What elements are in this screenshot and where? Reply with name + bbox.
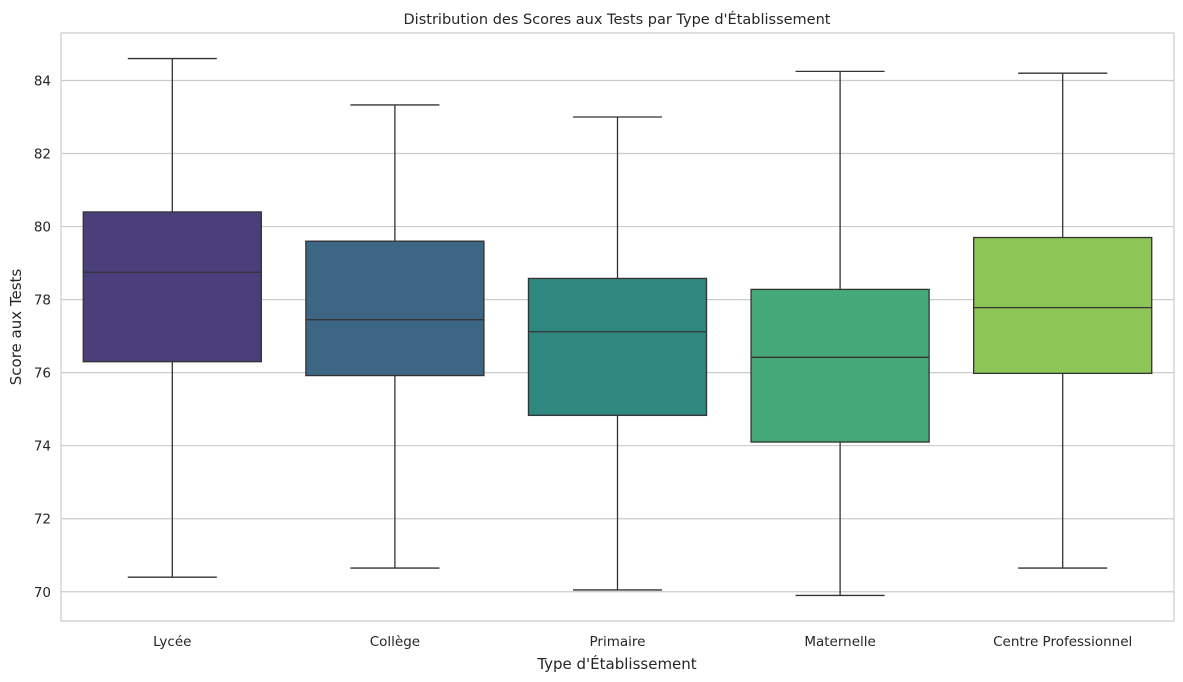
x-tick-label: Centre Professionnel	[993, 634, 1132, 650]
y-tick-label: 70	[34, 585, 51, 601]
x-tick-label: Maternelle	[804, 634, 876, 650]
iqr-box	[305, 240, 485, 377]
plot-frame	[60, 32, 1175, 622]
y-tick-label: 72	[34, 512, 51, 528]
x-tick-label: Lycée	[153, 634, 191, 650]
iqr-box	[527, 277, 708, 417]
y-tick-label: 76	[34, 366, 51, 382]
iqr-box	[750, 288, 930, 443]
box-2	[305, 104, 485, 569]
iqr-box	[82, 211, 262, 363]
y-tick-label: 74	[34, 439, 51, 455]
x-tick-labels: Lycée Collège Primaire Maternelle Centre Pro…	[153, 634, 1132, 650]
iqr-box	[973, 236, 1153, 375]
box-5	[973, 72, 1153, 569]
box-3	[527, 116, 708, 591]
x-axis-label: Type d'Établissement	[536, 654, 696, 673]
y-tick-label: 80	[34, 220, 51, 236]
y-tick-label: 82	[34, 147, 51, 163]
x-tick-label: Collège	[370, 634, 420, 650]
box-4	[750, 70, 930, 597]
boxes	[82, 57, 1153, 597]
box-1	[82, 57, 262, 578]
x-tick-label: Primaire	[590, 634, 646, 650]
y-tick-label: 84	[34, 73, 51, 89]
y-axis-label: Score aux Tests	[7, 269, 25, 386]
y-tick-labels: 70 72 74 76 78 80 82 84	[34, 73, 51, 600]
y-tick-label: 78	[34, 293, 51, 309]
chart-title: Distribution des Scores aux Tests par Ty…	[404, 11, 831, 28]
